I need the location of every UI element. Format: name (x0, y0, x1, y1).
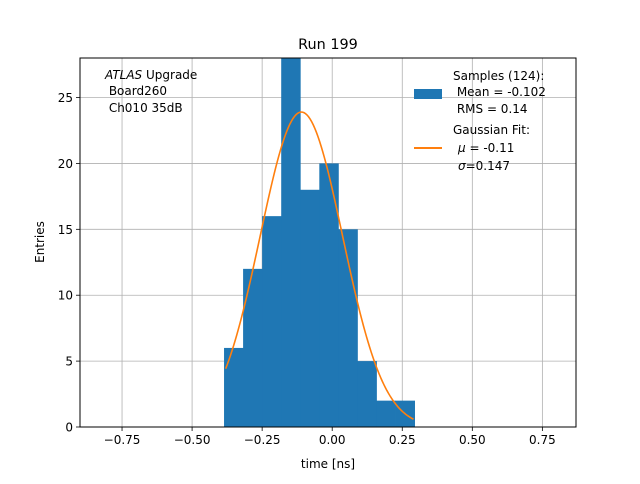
svg-text:μ = -0.11: μ = -0.11 (457, 141, 514, 155)
x-tick-label: −0.75 (104, 433, 141, 447)
y-tick-label: 0 (65, 421, 73, 435)
legend-fit-mu-symbol: μ (457, 141, 466, 155)
legend-samples-mean: Mean = -0.102 (453, 85, 546, 99)
svg-text:σ=0.147: σ=0.147 (458, 159, 510, 173)
y-tick-label: 25 (58, 91, 73, 105)
x-axis-label: time [ns] (301, 457, 355, 471)
x-tick-label: 0.75 (529, 433, 556, 447)
legend: Samples (124): Mean = -0.102 RMS = 0.14 … (414, 69, 546, 173)
legend-fit-title: Gaussian Fit: (453, 123, 530, 137)
chart-title: Run 199 (298, 37, 358, 53)
atlas-annotation: ATLAS Upgrade Board260 Ch010 35dB (104, 68, 197, 115)
x-tick-label: −0.50 (174, 433, 211, 447)
legend-samples-rms: RMS = 0.14 (453, 102, 528, 116)
x-tick-label: 0.50 (459, 433, 486, 447)
y-tick-label: 20 (58, 157, 73, 171)
histogram-bar-3 (262, 216, 282, 427)
annotation-upgrade: Upgrade (142, 68, 197, 82)
legend-fit-sigma-symbol: σ (458, 159, 466, 173)
plot-frame (79, 57, 577, 428)
x-tick-label: −0.25 (244, 433, 281, 447)
histogram-bar-6 (319, 163, 339, 427)
x-tick-label: 0.25 (389, 433, 416, 447)
y-tick-label: 15 (58, 223, 73, 237)
annotation-atlas: ATLAS (104, 68, 143, 82)
gaussian-fit (224, 111, 414, 420)
histogram-bar-4 (281, 58, 301, 427)
histogram-bar-7 (338, 229, 358, 427)
legend-samples-title: Samples (124): (453, 69, 544, 83)
annotation-board: Board260 (105, 84, 167, 98)
legend-fit-sigma-value: =0.147 (466, 159, 510, 173)
x-tick-label: 0.00 (319, 433, 346, 447)
histogram-bars (224, 58, 415, 427)
histogram-bar-5 (300, 189, 320, 427)
x-axis-ticks: −0.75 −0.50 −0.25 0.00 0.25 0.50 0.75 (104, 427, 556, 447)
histogram-bar-9 (376, 400, 396, 427)
annotation-channel: Ch010 35dB (105, 101, 183, 115)
legend-samples-swatch (414, 89, 442, 99)
y-axis-ticks: 0 5 10 15 20 25 (58, 91, 80, 435)
svg-text:ATLAS Upgrade: ATLAS Upgrade (104, 68, 197, 82)
gaussian-fit-curve (224, 111, 414, 420)
histogram-bar-8 (357, 361, 377, 427)
y-tick-label: 5 (65, 355, 73, 369)
legend-fit-mu-value: = -0.11 (466, 141, 515, 155)
y-axis-label: Entries (33, 221, 47, 263)
histogram-bar-1 (224, 347, 244, 427)
histogram-bar-2 (243, 268, 263, 427)
y-tick-label: 10 (58, 289, 73, 303)
